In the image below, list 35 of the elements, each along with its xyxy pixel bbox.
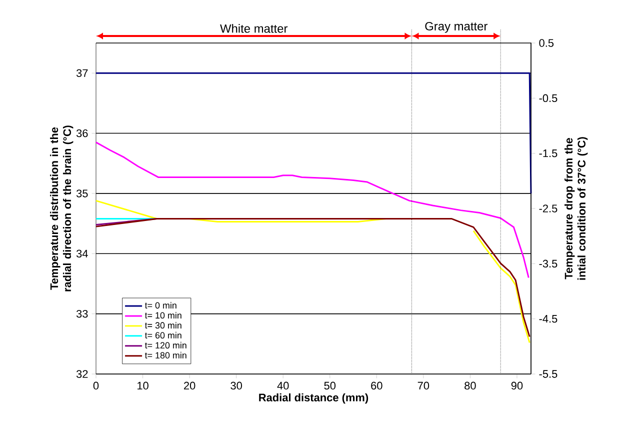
y-tick-label: 36 xyxy=(76,129,88,138)
x-tick-label: 0 xyxy=(93,382,99,390)
y-tick-label: 35 xyxy=(76,190,88,198)
x-tick-label: 60 xyxy=(371,382,382,390)
x-tick-label: 90 xyxy=(511,382,523,390)
text: White matter xyxy=(220,24,288,33)
y2-tick-label: -1.5 xyxy=(539,150,558,158)
y-axis-title: Temperature distribution in the radial direction of the brain (°C) xyxy=(50,126,74,292)
y2-tick-label: -5.5 xyxy=(539,370,558,378)
y2-tick-label: -2.5 xyxy=(539,204,558,212)
y-tick-label: 34 xyxy=(76,250,88,258)
x-tick-label: 40 xyxy=(277,382,289,390)
y2-tick-label: 0.5 xyxy=(539,39,554,47)
line-series xyxy=(95,218,530,338)
y2-tick-label: -0.5 xyxy=(539,94,558,102)
x-tick-label: 10 xyxy=(138,382,148,390)
x-tick-label: 70 xyxy=(418,382,430,390)
y2-tick-label: -4.5 xyxy=(539,315,558,323)
legend-label: t= 10 min xyxy=(144,312,182,319)
legend-label: t= 30 min xyxy=(144,322,182,329)
legend-label: t= 60 min xyxy=(144,332,182,339)
y2-tick-label: -3.5 xyxy=(539,260,558,268)
x-tick-label: 30 xyxy=(230,382,242,390)
x-tick-label: 50 xyxy=(324,382,336,390)
x-tick-label: 80 xyxy=(464,382,476,390)
y-tick-label: 37 xyxy=(76,69,88,77)
legend-label: t= 0 min xyxy=(144,302,176,309)
y2-axis-title: Temperature drop from the intial condition of 37°C (°C) xyxy=(564,137,588,280)
x-tick-label: 20 xyxy=(184,382,196,390)
legend-label: t= 120 min xyxy=(144,342,186,348)
y-tick-label: 32 xyxy=(76,370,88,378)
legend-label: t= 180 min xyxy=(144,352,186,358)
text: Gray matter xyxy=(425,22,488,33)
x-axis-title: Radial distance (mm) xyxy=(259,393,368,404)
y-tick-label: 33 xyxy=(76,310,88,318)
